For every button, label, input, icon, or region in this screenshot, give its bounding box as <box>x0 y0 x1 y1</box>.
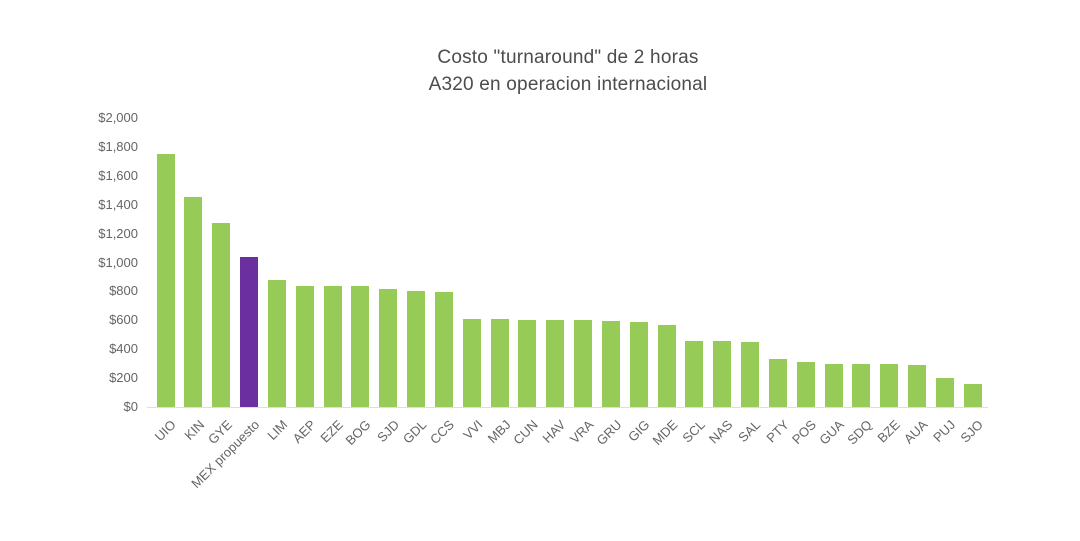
x-axis-category-label: HAV <box>539 417 569 446</box>
bar <box>935 378 954 407</box>
x-axis-category-label: CCS <box>427 417 458 448</box>
bar <box>184 197 203 407</box>
bar <box>490 318 509 407</box>
bar <box>407 290 425 407</box>
bar <box>908 365 927 407</box>
bar <box>685 340 704 407</box>
bar <box>379 289 398 407</box>
chart-title-line2: A320 en operacion internacional <box>428 74 708 95</box>
x-axis-category-label: VRA <box>567 417 597 447</box>
x-axis-category-label: SDQ <box>844 417 875 448</box>
x-axis-category-label: PUJ <box>930 417 959 445</box>
x-axis-category-label: KIN <box>181 417 207 443</box>
x-axis-category-label: MBJ <box>484 417 514 446</box>
bar <box>574 320 593 407</box>
bar <box>462 318 481 407</box>
y-axis-tick-label: $800 <box>109 283 138 299</box>
x-axis-category-label: VVI <box>459 417 486 443</box>
y-axis-tick-label: $400 <box>109 341 138 357</box>
x-axis-category-label: AUA <box>901 417 931 447</box>
x-axis-category-label: BOG <box>342 417 374 449</box>
y-axis-tick-label: $0 <box>123 399 138 414</box>
x-axis-category-label: GUA <box>816 417 848 448</box>
x-axis-category-label: UIO <box>152 417 180 444</box>
bar <box>518 319 537 407</box>
bar <box>768 359 787 407</box>
bar <box>713 341 732 407</box>
x-axis-category-label: BZE <box>874 417 903 446</box>
x-axis-category-label: SCL <box>679 417 708 446</box>
x-axis-category-label: GDL <box>400 417 430 447</box>
y-axis-tick-label: $1,600 <box>98 167 138 183</box>
x-axis-category-label: SJO <box>957 417 987 446</box>
y-axis-tick-label: $1,200 <box>98 225 138 241</box>
x-axis-line <box>147 407 988 408</box>
x-axis-category-label: PTY <box>762 417 792 446</box>
bar <box>267 279 286 407</box>
y-axis-tick-label: $1,800 <box>98 138 138 154</box>
bar <box>880 364 899 407</box>
y-axis-tick-label: $1,000 <box>98 254 138 270</box>
x-axis-category-label: MDE <box>649 417 681 449</box>
chart-title: Costo "turnaround" de 2 horas A320 en op… <box>148 44 988 98</box>
x-axis-category-label: POS <box>789 417 820 448</box>
bar-highlighted <box>240 256 258 407</box>
x-axis-category-label: NAS <box>706 417 736 447</box>
bar <box>156 154 175 407</box>
bar <box>629 322 648 407</box>
y-axis-tick-label: $600 <box>109 312 138 328</box>
bar <box>546 320 565 407</box>
bar <box>601 321 620 407</box>
chart-title-line1: Costo "turnaround" de 2 horas <box>437 47 699 68</box>
x-axis-category-label: GRU <box>593 417 625 449</box>
x-axis-category-label: EZE <box>317 417 347 446</box>
bar <box>212 222 231 407</box>
y-axis-tick-label: $200 <box>109 370 138 386</box>
y-axis-tick-label: $1,400 <box>98 196 138 212</box>
y-axis-tick-label: $2,000 <box>98 110 138 125</box>
bar <box>295 285 314 407</box>
x-axis-category-label: AEP <box>289 417 319 447</box>
bar <box>963 383 982 407</box>
bar <box>434 292 453 407</box>
x-axis-category-label: CUN <box>510 417 541 448</box>
bar <box>824 363 843 407</box>
bar <box>351 286 370 407</box>
bar <box>796 362 815 407</box>
x-axis-category-label: LIM <box>264 417 291 443</box>
bar <box>323 285 342 407</box>
x-axis-category-label: SAL <box>735 417 764 445</box>
bar <box>741 341 760 407</box>
bar <box>657 325 676 407</box>
x-axis-category-label: GIG <box>624 417 653 445</box>
bar <box>852 364 871 407</box>
x-axis-category-label: SJD <box>373 417 402 445</box>
